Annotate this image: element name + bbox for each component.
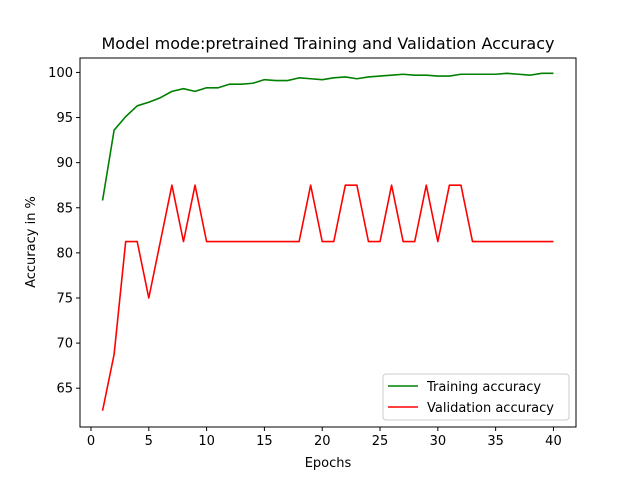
x-tick-label: 0 bbox=[87, 434, 95, 449]
x-tick-label: 35 bbox=[487, 434, 504, 449]
y-axis-title: Accuracy in % bbox=[24, 196, 39, 288]
x-tick-label: 5 bbox=[145, 434, 153, 449]
y-tick-label: 90 bbox=[56, 156, 73, 171]
y-tick-label: 95 bbox=[56, 111, 73, 126]
plot-area bbox=[79, 57, 577, 428]
x-tick-label: 40 bbox=[545, 434, 562, 449]
y-tick-label: 65 bbox=[56, 382, 73, 397]
legend-box bbox=[382, 373, 570, 421]
series-layer bbox=[101, 72, 554, 411]
x-tick-label: 10 bbox=[198, 434, 215, 449]
y-tick-label: 80 bbox=[56, 246, 73, 261]
chart-title: Model mode:pretrained Training and Valid… bbox=[102, 34, 555, 53]
y-tick-label: 70 bbox=[56, 337, 73, 352]
y-axis-ticks: 65 70 75 80 85 90 95 100 bbox=[48, 66, 80, 397]
x-tick-label: 30 bbox=[430, 434, 447, 449]
x-tick-label: 25 bbox=[372, 434, 389, 449]
y-tick-label: 75 bbox=[56, 291, 73, 306]
legend-label-validation: Validation accuracy bbox=[427, 401, 554, 416]
y-tick-label: 100 bbox=[48, 66, 73, 81]
x-tick-label: 20 bbox=[314, 434, 331, 449]
legend: Training accuracy Validation accuracy bbox=[382, 373, 570, 421]
axes-frame bbox=[79, 57, 577, 428]
x-axis-ticks: 0 5 10 15 20 25 30 35 40 bbox=[87, 427, 562, 449]
training-accuracy-line bbox=[101, 72, 554, 201]
validation-accuracy-line bbox=[101, 184, 554, 411]
x-tick-label: 15 bbox=[256, 434, 273, 449]
y-tick-label: 85 bbox=[56, 201, 73, 216]
x-axis-title: Epochs bbox=[305, 456, 352, 471]
legend-label-training: Training accuracy bbox=[426, 380, 541, 395]
